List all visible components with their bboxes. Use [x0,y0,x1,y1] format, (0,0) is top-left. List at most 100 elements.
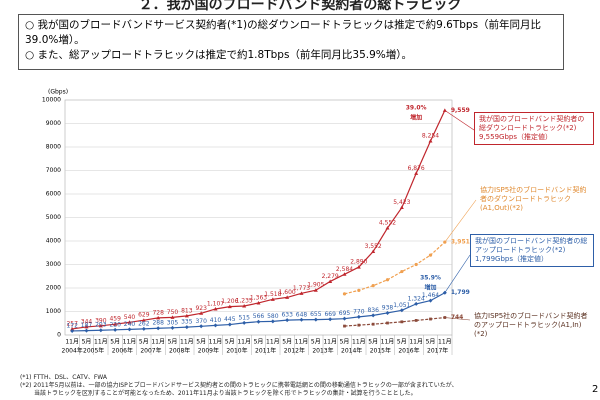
marker [357,288,361,292]
x-tick-label: 11月 [94,339,108,346]
data-label: 445 [224,316,236,323]
x-tick-label: 11月 [209,339,223,346]
marker [84,324,89,329]
x-tick-label: 11月 [352,339,366,346]
y-axis-label: (Gbps) [48,89,68,96]
marker [428,298,433,303]
x-tick-label: 5月 [426,339,436,346]
marker [299,291,304,295]
data-label: 695 [339,310,351,317]
x-tick-label: 5月 [254,339,264,346]
marker [141,326,146,331]
y-tick-label: 4000 [46,238,61,245]
marker [213,323,218,328]
data-label: 1,464 [422,292,439,299]
legend-text: 我が国のブロードバンド契約者の総アップロードトラヒック(*2) [475,237,588,254]
marker [227,322,232,327]
callout: 1,799Gbps（推定値） [475,255,548,263]
data-label: 4,552 [379,220,396,227]
marker [443,316,447,319]
data-label: 1,206 [221,298,238,305]
marker [342,316,347,321]
data-label: 410 [210,317,222,324]
data-label: 262 [138,320,150,327]
data-label: 9,559 [451,107,470,114]
y-tick-label: 9000 [46,120,61,127]
page-number: 2 [592,384,599,395]
data-label: 923 [195,305,207,312]
x-tick-label: 11月 [123,339,137,346]
data-label: 390 [95,317,107,324]
marker [98,328,103,333]
y-tick-label: 5000 [46,214,61,221]
year-label: 2004年 [62,347,83,355]
marker [156,326,161,331]
marker [184,313,189,318]
footnote: (*1) FTTH、DSL、CATV、FWA [20,374,108,381]
data-label: 187 [81,322,93,329]
x-tick-label: 11月 [438,339,452,346]
marker [428,253,433,257]
data-label: 813 [181,307,193,314]
marker [399,308,404,313]
marker [156,315,161,320]
data-label: 540 [124,314,136,321]
marker [227,304,232,309]
annotation: 増加 [410,114,422,122]
data-label: 633 [281,312,293,319]
data-label: 305 [167,319,179,326]
pointer [444,317,471,321]
marker [385,226,390,230]
x-tick-label: 11月 [323,339,337,346]
bullet: ○ また、総アップロードトラヒックは推定で約1.8Tbps（前年同月比35.9%… [25,49,413,61]
data-label: 2,890 [350,259,367,266]
data-label: 836 [367,307,379,314]
marker [400,269,404,274]
marker [356,265,361,269]
annotation: 増加 [424,284,436,292]
data-label: 770 [353,308,365,315]
data-label: 2,279 [322,273,339,280]
year-label: 2008年 [169,347,190,355]
legend-text: 協力ISP5社のブロードバンド契約者のアップロードトラヒック(A1,In)(*2… [474,312,588,338]
year-label: 2011年 [255,347,276,355]
year-label: 2014年 [341,347,362,355]
marker [400,320,404,324]
marker [414,319,418,322]
data-label: 566 [253,313,265,320]
summary-text: また、総アップロードトラヒックは推定で約1.8Tbps（前年同月比35.9%増）… [37,49,413,61]
year-label: 2013年 [312,347,333,355]
year-label: 2016年 [398,347,419,355]
data-label: 5,423 [393,199,410,206]
data-label: 728 [152,309,164,316]
marker [242,320,247,325]
year-label: 2007年 [140,347,161,355]
data-label: 344 [81,318,93,325]
data-label: 8,254 [422,133,439,140]
legend-box: 我が国のブロードバンド契約者の総ダウンロードトラヒック(*2) 9,559Gbps… [474,112,594,145]
marker [386,321,389,325]
legend-box: 協力ISP5社のブロードバンド契約者のアップロードトラヒック(A1,In)(*2… [470,310,598,341]
x-tick-label: 5月 [340,339,350,346]
summary-text: 我が国のブロードバンドサービス契約者(*1)の総ダウンロードトラヒックは推定で約… [25,19,542,46]
legend-box: 協力ISP5社のブロードバンド契約者のダウンロードトラヒック(A1,Out)(*… [476,184,594,215]
year-label: 2012年 [284,347,305,355]
x-tick-label: 11月 [266,339,280,346]
legend-text: 我が国のブロードバンド契約者の総ダウンロードトラヒック(*2) [479,115,585,132]
x-tick-label: 5月 [168,339,178,346]
annotation: 35.9% [420,275,441,282]
y-tick-label: 7000 [46,167,61,174]
marker [113,322,118,326]
marker [399,205,404,210]
marker [414,301,419,306]
data-label: 335 [181,319,193,326]
summary-box: ○ 我が国のブロードバンドサービス契約者(*1)の総ダウンロードトラヒックは推定… [18,14,564,70]
marker [414,171,419,175]
data-label: 1,799 [451,289,470,296]
marker [371,249,376,254]
pointer [444,110,475,131]
marker [70,328,75,333]
marker [342,272,347,276]
marker [256,300,261,305]
y-tick-label: 8000 [46,144,61,151]
